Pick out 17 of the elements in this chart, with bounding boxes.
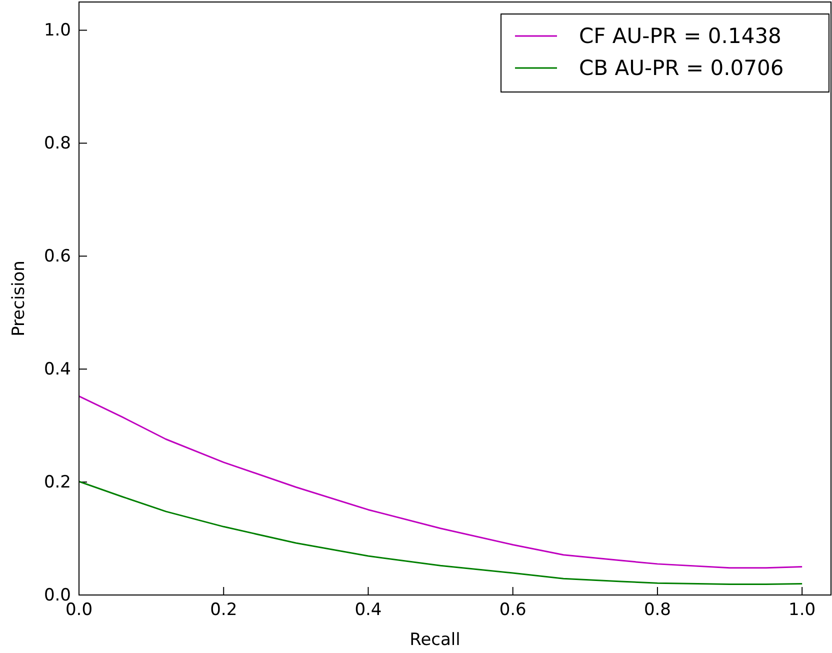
y-tick-label: 0.6 bbox=[44, 246, 71, 267]
line-series bbox=[78, 395, 803, 569]
x-tick-label: 1.0 bbox=[788, 600, 816, 620]
y-tick-label: 0.4 bbox=[44, 360, 71, 380]
x-tick-label: 0.4 bbox=[354, 600, 382, 620]
line-series bbox=[78, 480, 803, 586]
x-tick-label: 0.8 bbox=[644, 600, 671, 620]
legend-label: CB AU-PR = 0.0706 bbox=[579, 56, 784, 80]
legend-label: CF AU-PR = 0.1438 bbox=[579, 24, 782, 48]
y-tick-label: 0.8 bbox=[44, 134, 71, 154]
x-tick-label: 0.0 bbox=[65, 600, 93, 620]
y-axis-title: Precision bbox=[9, 260, 29, 336]
x-axis-title: Recall bbox=[410, 630, 460, 650]
x-tick-label: 0.2 bbox=[210, 600, 238, 620]
y-tick-label: 0.2 bbox=[44, 472, 71, 492]
x-tick-label: 0.6 bbox=[499, 600, 526, 620]
y-tick-label: 1.0 bbox=[44, 20, 71, 41]
